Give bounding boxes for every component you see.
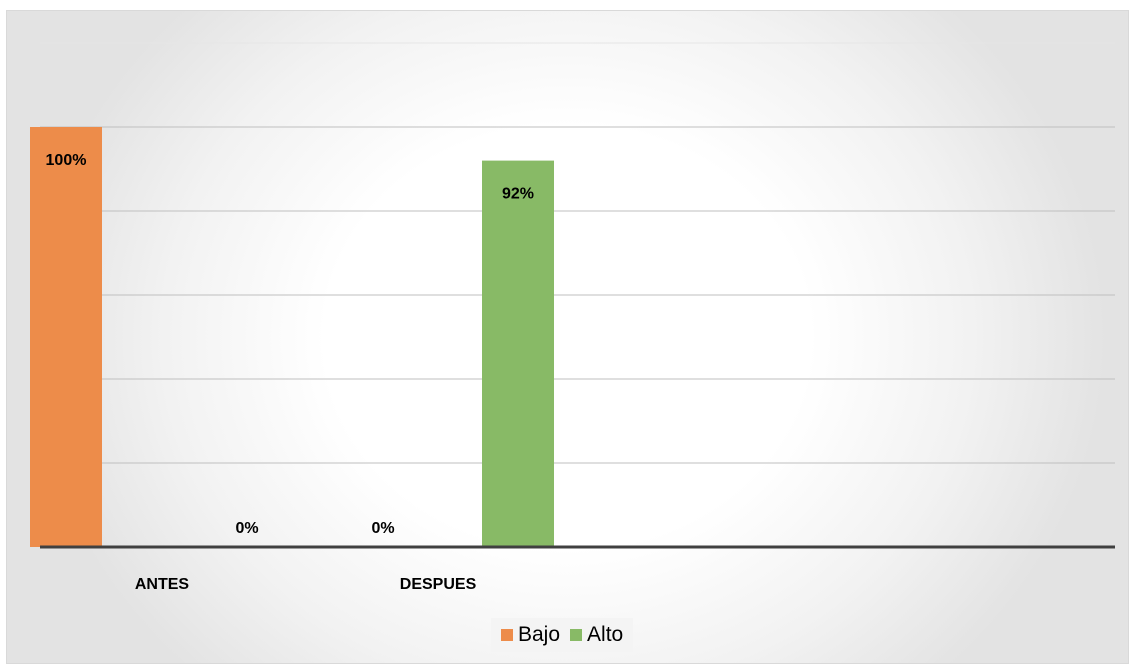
legend-item-alto: Alto (570, 623, 623, 647)
bar-chart: 100% 0% ANTES 0% 92% DESPUES (7, 11, 1128, 663)
bar-alto-despues (482, 161, 554, 547)
data-label-alto-despues: 92% (502, 186, 534, 203)
category-label-despues: DESPUES (400, 576, 477, 593)
data-label-alto-antes: 0% (235, 520, 258, 537)
bar-bajo-antes (30, 127, 102, 547)
legend-label-alto: Alto (587, 623, 623, 647)
data-label-bajo-despues: 0% (371, 520, 394, 537)
legend-label-bajo: Bajo (518, 623, 560, 647)
chart-area: 100% 0% ANTES 0% 92% DESPUES Bajo Alto (6, 10, 1129, 664)
legend-swatch-alto (570, 629, 582, 641)
legend-item-bajo: Bajo (501, 623, 560, 647)
data-label-bajo-antes: 100% (46, 152, 87, 169)
category-label-antes: ANTES (135, 576, 190, 593)
legend-swatch-bajo (501, 629, 513, 641)
chart-legend: Bajo Alto (491, 618, 633, 652)
